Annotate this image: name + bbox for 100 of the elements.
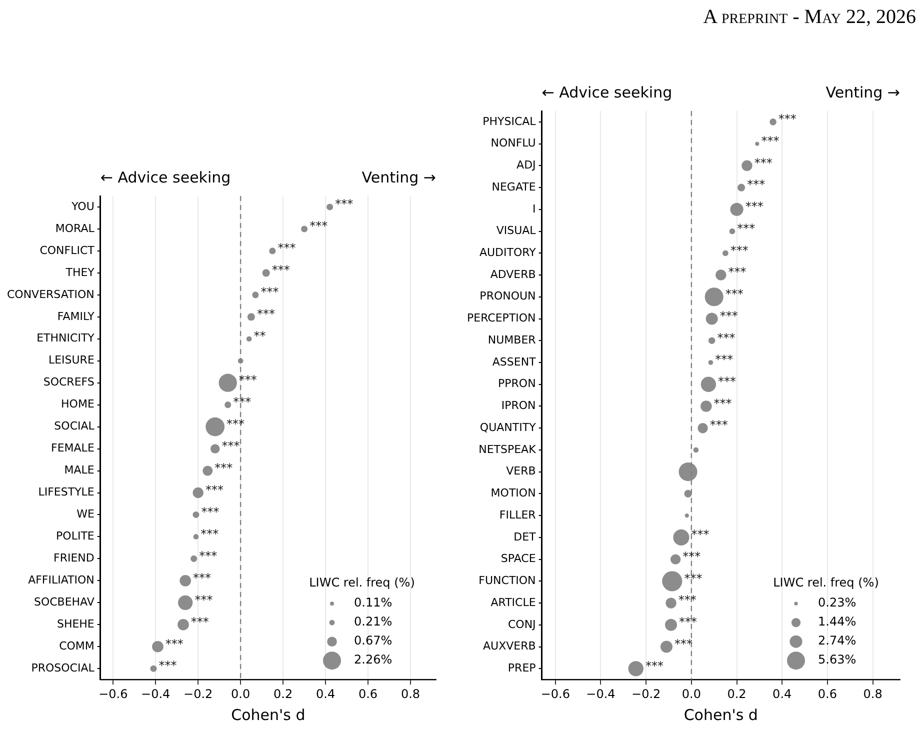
y-tick-label: I [532, 202, 536, 216]
data-label: *** [233, 394, 252, 409]
data-label: *** [222, 438, 240, 453]
legend-title: LIWC rel. freq (%) [309, 576, 415, 590]
x-tick-label: 0.4 [316, 686, 336, 701]
text: ← Advice seeking [542, 83, 672, 102]
data-label: *** [201, 504, 220, 519]
data-label: *** [272, 263, 290, 278]
data-label: *** [728, 265, 746, 280]
y-tick-label: ETHNICITY [36, 332, 95, 345]
x-tick-label: 0.2 [727, 686, 746, 701]
y-tick-label: FEMALE [51, 442, 94, 455]
y-tick-label: THEY [64, 266, 95, 279]
y-tick-label: CONJ [508, 618, 536, 631]
y-tick-label: VERB [506, 464, 536, 478]
data-label: *** [165, 636, 184, 651]
y-tick-label: CONVERSATION [6, 288, 94, 301]
text: ← Advice seeking [100, 168, 231, 186]
y-tick-label: MALE [64, 464, 94, 477]
y-tick-label: FUNCTION [478, 574, 536, 588]
y-tick-label: ADJ [516, 158, 536, 172]
y-tick-label: MOTION [490, 486, 536, 500]
x-axis-title: Cohen's d [231, 706, 306, 724]
y-tick-label: FILLER [499, 508, 536, 522]
y-tick-label: SOCIAL [54, 420, 96, 433]
text: Venting → [826, 83, 900, 102]
data-label: *** [684, 571, 702, 586]
x-tick-label: −0.4 [141, 686, 170, 701]
x-tick-label: −0.6 [540, 686, 570, 701]
legend-label: 0.21% [354, 614, 392, 629]
legend-label: 2.26% [354, 652, 392, 667]
y-tick-label: PROSOCIAL [31, 661, 96, 674]
x-tick-label: −0.4 [586, 686, 616, 701]
y-tick-label: COMM [59, 639, 94, 652]
legend-title: LIWC rel. freq (%) [773, 576, 879, 590]
data-label: *** [674, 636, 692, 651]
x-tick-label: 0.8 [400, 686, 420, 701]
data-label: *** [778, 112, 796, 126]
legend-label: 5.63% [818, 652, 856, 667]
data-label: *** [194, 592, 213, 607]
data-label: *** [199, 548, 218, 563]
legend-label: 2.74% [818, 634, 856, 648]
x-tick-label: −0.2 [632, 686, 661, 701]
x-tick-label: −0.2 [184, 686, 213, 701]
y-tick-label: SOCBEHAV [34, 596, 95, 609]
x-tick-label: 0.2 [274, 686, 293, 701]
legend-label: 0.11% [354, 596, 392, 610]
data-label: *** [158, 658, 177, 673]
data-label: *** [745, 200, 764, 214]
data-label: *** [679, 615, 698, 630]
y-tick-label: AUXVERB [483, 640, 536, 653]
data-label: *** [730, 243, 748, 258]
legend-label: 0.23% [818, 596, 856, 610]
y-tick-label: SOCREFS [43, 376, 94, 389]
data-label: *** [200, 526, 219, 541]
y-tick-label: CONFLICT [40, 244, 95, 257]
y-tick-label: FAMILY [57, 310, 95, 323]
data-label: ** [254, 329, 266, 344]
x-tick-label: 0.4 [772, 686, 792, 701]
y-tick-label: AFFILIATION [28, 574, 94, 587]
y-tick-label: IPRON [501, 399, 536, 412]
data-label: *** [761, 134, 780, 148]
data-label: *** [645, 658, 664, 673]
y-tick-label: PREP [508, 662, 536, 675]
y-tick-label: SPACE [500, 552, 536, 566]
y-tick-label: PRONOUN [480, 290, 536, 303]
legend-label: 1.44% [818, 614, 856, 629]
data-label: *** [256, 307, 275, 322]
y-tick-label: FRIEND [54, 552, 94, 565]
data-label: *** [710, 418, 728, 432]
y-tick-label: DET [514, 530, 536, 544]
legend-label: 0.67% [354, 634, 392, 648]
y-tick-label: PPRON [498, 377, 536, 390]
y-tick-label: NETSPEAK [478, 442, 537, 456]
data-label: *** [205, 482, 224, 497]
data-label: *** [214, 460, 233, 475]
y-tick-label: PERCEPTION [466, 312, 536, 325]
y-tick-label: POLITE [56, 530, 94, 543]
data-label: *** [278, 241, 296, 256]
text: A preprint - May 22, 2026 [703, 6, 916, 29]
data-label: *** [310, 219, 328, 234]
x-tick-label: 0.6 [358, 686, 378, 701]
data-label: *** [691, 528, 710, 542]
y-tick-label: LEISURE [48, 354, 94, 367]
data-label: *** [682, 549, 701, 564]
data-label: *** [190, 614, 209, 629]
data-label: *** [335, 197, 354, 212]
y-tick-label: QUANTITY [480, 420, 536, 434]
data-label: *** [737, 221, 756, 236]
text: Venting → [362, 168, 436, 186]
data-label: *** [193, 570, 212, 585]
x-tick-label: 0.0 [682, 686, 701, 701]
data-label: *** [725, 287, 744, 302]
x-tick-label: 0.8 [863, 686, 882, 701]
y-tick-label: LIFESTYLE [38, 486, 94, 499]
x-tick-label: 0.6 [818, 686, 837, 701]
data-label: *** [717, 330, 736, 345]
x-tick-label: 0.0 [231, 686, 250, 701]
y-tick-label: HOME [61, 398, 94, 411]
data-label: *** [715, 352, 734, 367]
